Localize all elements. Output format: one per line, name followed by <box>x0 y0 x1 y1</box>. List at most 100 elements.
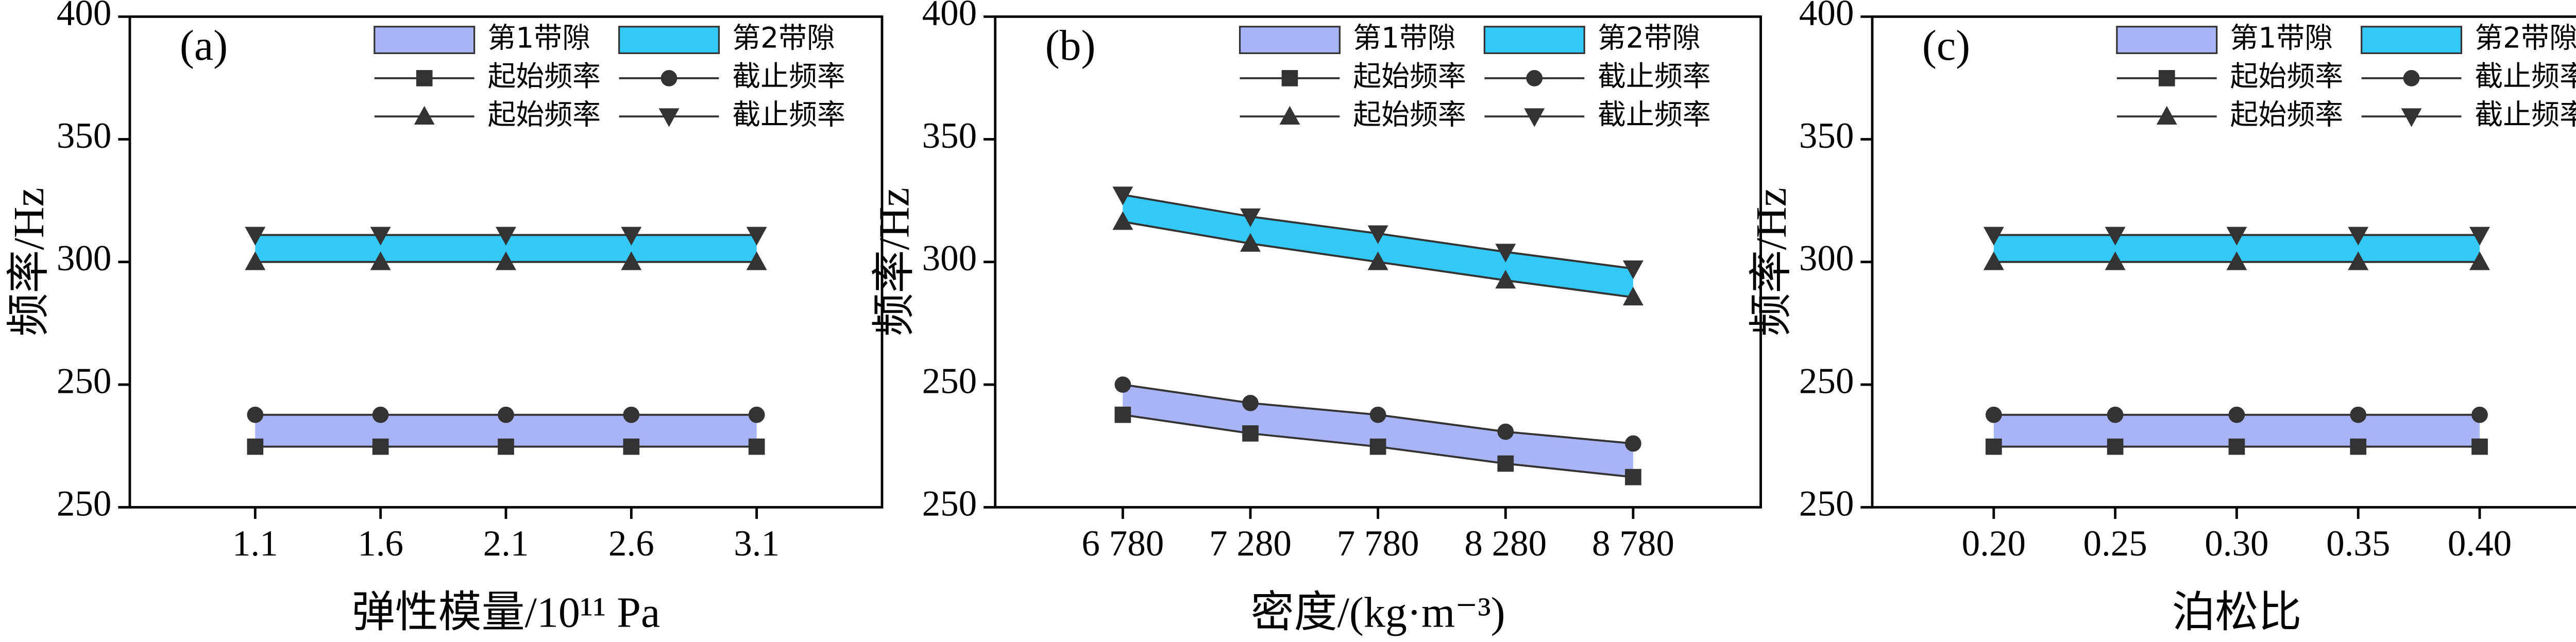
data-point <box>623 438 640 455</box>
legend-marker <box>1524 108 1545 127</box>
data-point <box>2228 438 2245 455</box>
legend-marker <box>2401 108 2422 127</box>
band-area <box>1123 385 1633 477</box>
legend-swatch <box>2361 26 2463 55</box>
data-point <box>1114 376 1131 393</box>
band-area <box>1123 195 1633 298</box>
legend-label: 截止频率 <box>1598 60 1711 93</box>
legend-marker <box>414 106 435 125</box>
y-tick-label: 350 <box>57 116 112 156</box>
x-tick-label: 2.6 <box>608 524 654 564</box>
data-point <box>498 438 514 455</box>
x-tick-label: 3.1 <box>734 524 779 564</box>
x-tick-label: 2.1 <box>483 524 529 564</box>
legend-label: 起始频率 <box>1353 60 1466 93</box>
data-point <box>498 406 514 423</box>
legend-label: 截止频率 <box>1598 98 1711 131</box>
y-tick-label: 300 <box>57 238 112 279</box>
data-point <box>1497 455 1514 472</box>
y-axis-label: 频率/Hz <box>5 187 53 336</box>
legend-marker <box>658 108 680 127</box>
data-point <box>247 438 264 455</box>
legend-label: 截止频率 <box>732 98 845 131</box>
legend-marker <box>2403 70 2420 86</box>
legend-swatch <box>374 26 476 55</box>
legend-label: 第1带隙 <box>1353 22 1456 55</box>
data-point <box>372 438 389 455</box>
y-axis-label: 频率/Hz <box>871 187 919 336</box>
data-point <box>1495 270 1516 289</box>
legend-label: 第2带隙 <box>2475 22 2576 55</box>
data-point <box>2348 251 2369 270</box>
data-point <box>1983 227 2004 246</box>
y-tick-label: 400 <box>57 0 112 33</box>
data-point <box>1112 186 1133 205</box>
data-point <box>245 227 266 246</box>
y-tick-label: 250 <box>1799 361 1854 401</box>
data-point <box>1112 211 1133 230</box>
data-point <box>496 251 516 270</box>
y-tick-label: 300 <box>922 238 977 279</box>
legend-label: 第2带隙 <box>732 22 835 55</box>
y-tick-label: 400 <box>922 0 977 33</box>
data-point <box>2348 227 2369 246</box>
data-point <box>1622 260 1643 280</box>
x-tick-label: 7 780 <box>1337 524 1419 564</box>
data-point <box>746 251 767 270</box>
data-point <box>1625 435 1641 452</box>
x-tick-label: 8 780 <box>1592 524 1674 564</box>
data-point <box>1985 406 2002 423</box>
data-point <box>2350 406 2367 423</box>
legend-swatch <box>618 26 720 55</box>
data-point <box>1114 406 1131 423</box>
data-point <box>621 251 642 270</box>
y-tick-label: 250 <box>1799 484 1854 524</box>
data-point <box>2471 438 2488 455</box>
x-tick-label: 0.30 <box>2205 524 2268 564</box>
data-point <box>2471 406 2488 423</box>
data-point <box>748 438 765 455</box>
legend-marker <box>1279 106 1300 125</box>
x-tick-label: 0.35 <box>2326 524 2390 564</box>
legend-label: 第2带隙 <box>1598 22 1701 55</box>
data-point <box>2226 227 2247 246</box>
data-point <box>748 406 765 423</box>
data-point <box>1367 225 1388 245</box>
legend-label: 截止频率 <box>732 60 845 93</box>
x-axis-label: 泊松比 <box>2172 589 2301 637</box>
legend-swatch <box>1239 26 1341 55</box>
panel-label: (c) <box>1922 22 1970 70</box>
data-point <box>370 251 391 270</box>
x-tick-label: 8 280 <box>1464 524 1547 564</box>
legend-label: 起始频率 <box>487 98 601 131</box>
x-tick-label: 7 280 <box>1209 524 1292 564</box>
data-point <box>1622 286 1643 306</box>
data-point <box>621 227 642 246</box>
x-tick-label: 1.1 <box>232 524 278 564</box>
data-point <box>1242 425 1259 442</box>
data-point <box>1497 423 1514 440</box>
legend-marker <box>2158 70 2175 86</box>
data-point <box>247 406 264 423</box>
y-tick-label: 350 <box>1799 116 1854 156</box>
data-point <box>2469 227 2490 246</box>
data-point <box>372 406 389 423</box>
data-point <box>2226 251 2247 270</box>
data-point <box>2469 251 2490 270</box>
y-tick-label: 250 <box>922 484 977 524</box>
x-tick-label: 6 780 <box>1081 524 1164 564</box>
legend-marker <box>660 70 677 86</box>
y-tick-label: 300 <box>1799 238 1854 279</box>
x-axis-label: 密度/(kg·m⁻³) <box>1251 589 1505 637</box>
data-point <box>1495 244 1516 263</box>
data-point <box>1983 251 2004 270</box>
data-point <box>623 406 640 423</box>
panel-label: (b) <box>1045 22 1096 70</box>
x-tick-label: 1.6 <box>358 524 403 564</box>
data-point <box>746 227 767 246</box>
data-point <box>245 251 266 270</box>
data-point <box>2105 227 2126 246</box>
data-point <box>1369 406 1386 423</box>
